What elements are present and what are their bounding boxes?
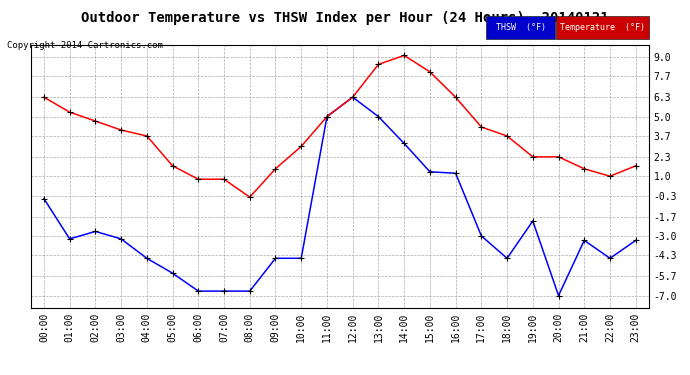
Text: Outdoor Temperature vs THSW Index per Hour (24 Hours)  20140121: Outdoor Temperature vs THSW Index per Ho… [81, 11, 609, 25]
Text: THSW  (°F): THSW (°F) [496, 23, 546, 32]
Text: Copyright 2014 Cartronics.com: Copyright 2014 Cartronics.com [7, 41, 163, 50]
Text: Temperature  (°F): Temperature (°F) [560, 23, 645, 32]
